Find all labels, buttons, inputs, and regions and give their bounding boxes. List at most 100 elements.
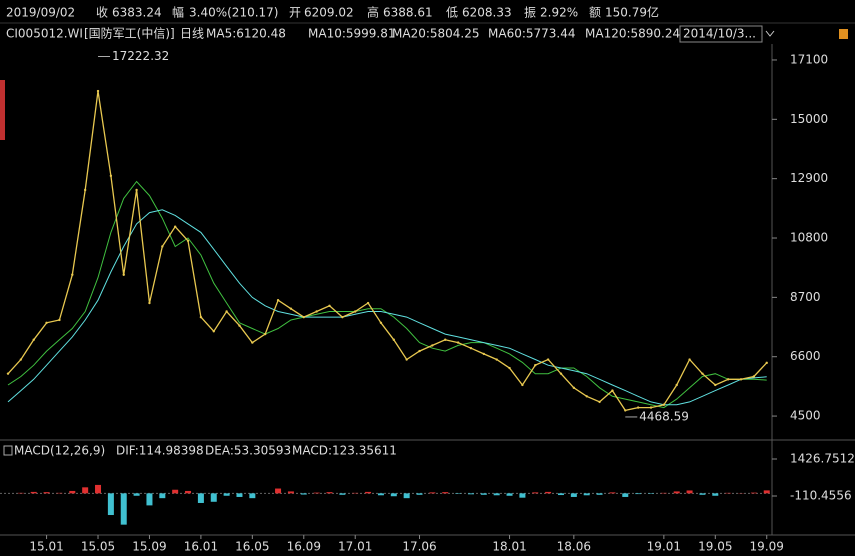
macd-bar	[635, 493, 642, 495]
macd-bar	[95, 484, 102, 494]
lock-icon[interactable]	[839, 29, 848, 39]
price-point	[45, 321, 48, 325]
indicator-label: DIF:114.98398	[116, 444, 204, 458]
quote-label: 幅	[172, 5, 184, 20]
macd-bar	[519, 493, 526, 498]
y-tick-label: 17100	[790, 52, 828, 66]
quote-label: 高	[367, 5, 379, 20]
macd-bar	[545, 491, 552, 494]
legend-entry: MA120:5890.24	[585, 27, 680, 41]
macd-bar	[686, 490, 693, 494]
price-point	[456, 341, 460, 344]
price-point	[636, 406, 640, 409]
price-point	[135, 188, 138, 192]
macd-bar	[557, 493, 564, 496]
macd-bar	[223, 493, 230, 496]
price-point	[173, 225, 177, 228]
period: 日线	[180, 27, 204, 41]
range-box[interactable]	[679, 25, 763, 43]
range-label: 2014/10/3...	[683, 27, 756, 41]
macd-bar	[249, 493, 256, 499]
dropdown-icon[interactable]	[765, 30, 775, 37]
quote-value: 3.40%(210.17)	[189, 6, 278, 20]
price-point	[444, 338, 447, 341]
price-point	[726, 378, 730, 381]
macd-bar	[442, 492, 449, 494]
annotation-label: 4468.59	[639, 409, 689, 423]
macd-bar	[390, 493, 397, 497]
x-tick-label: 16.01	[184, 540, 218, 554]
quote-value: 6208.33	[462, 6, 512, 20]
price-point	[58, 318, 61, 322]
macd-bar	[365, 491, 372, 494]
macd-bar	[673, 491, 680, 494]
macd-bar	[197, 493, 204, 503]
side-tab[interactable]	[0, 80, 5, 140]
quote-label: 振	[524, 6, 536, 20]
price-point	[366, 301, 370, 305]
macd-bar	[185, 490, 192, 494]
x-tick-label: 15.09	[132, 540, 166, 554]
macd-bar	[159, 493, 166, 499]
macd-bar	[69, 490, 76, 494]
macd-bar	[210, 493, 217, 502]
quote-label: 额	[589, 6, 601, 20]
macd-bar	[583, 493, 590, 496]
quote-value: 6383.24	[112, 6, 162, 20]
price-line	[7, 91, 768, 412]
price-point	[598, 400, 601, 404]
price-point	[302, 315, 305, 319]
macd-bar	[287, 491, 294, 494]
x-tick-label: 17.01	[338, 540, 372, 554]
macd-bar	[750, 492, 757, 494]
price-point	[96, 89, 100, 93]
legend-entry: MA5:6120.48	[206, 27, 286, 41]
macd-bar	[506, 493, 513, 496]
price-point	[251, 341, 254, 344]
legend-entry: MA10:5999.81	[308, 27, 396, 41]
price-point	[405, 358, 408, 361]
x-tick-label: 16.09	[287, 540, 321, 554]
y-tick-label: 6600	[790, 349, 821, 363]
price-point	[71, 273, 74, 276]
quote-value: 6209.02	[304, 6, 354, 20]
price-point	[148, 301, 151, 305]
macd-bar	[609, 492, 616, 494]
legend-entry: MA20:5804.25	[392, 27, 480, 41]
price-point	[122, 273, 125, 276]
price-point	[161, 245, 164, 248]
price-point	[765, 361, 768, 365]
price-point	[212, 330, 215, 333]
price-point	[186, 239, 190, 243]
x-tick-label: 18.01	[492, 540, 526, 554]
indicator-label: DEA:53.30593	[205, 444, 291, 458]
price-point	[752, 375, 756, 378]
macd-bar	[532, 492, 539, 494]
indicator-label: MACD:123.35611	[292, 444, 397, 458]
y-tick-label: 10800	[790, 231, 828, 245]
price-point	[714, 383, 717, 387]
price-point	[289, 307, 293, 310]
price-point	[379, 321, 383, 325]
price-point	[32, 338, 35, 341]
x-tick-label: 16.05	[235, 540, 269, 554]
macd-title: MACD(12,26,9)	[14, 444, 105, 458]
price-point	[701, 372, 704, 375]
y-tick-label: -110.4556	[790, 489, 852, 503]
macd-bar	[622, 493, 629, 497]
price-point	[521, 383, 524, 387]
macd-bar	[236, 493, 243, 497]
macd-bar	[377, 493, 384, 496]
y-tick-label: 8700	[790, 290, 821, 304]
x-tick-label: 17.06	[402, 540, 436, 554]
price-point	[585, 395, 588, 398]
security-name: [国防军工(中信)]	[84, 26, 175, 41]
price-point	[341, 315, 344, 319]
quote-value: 2.92%	[540, 6, 578, 20]
macd-bar	[107, 493, 114, 516]
price-point	[83, 188, 87, 192]
price-point	[315, 310, 318, 313]
x-tick-label: 15.01	[29, 540, 63, 554]
price-point	[495, 358, 498, 361]
